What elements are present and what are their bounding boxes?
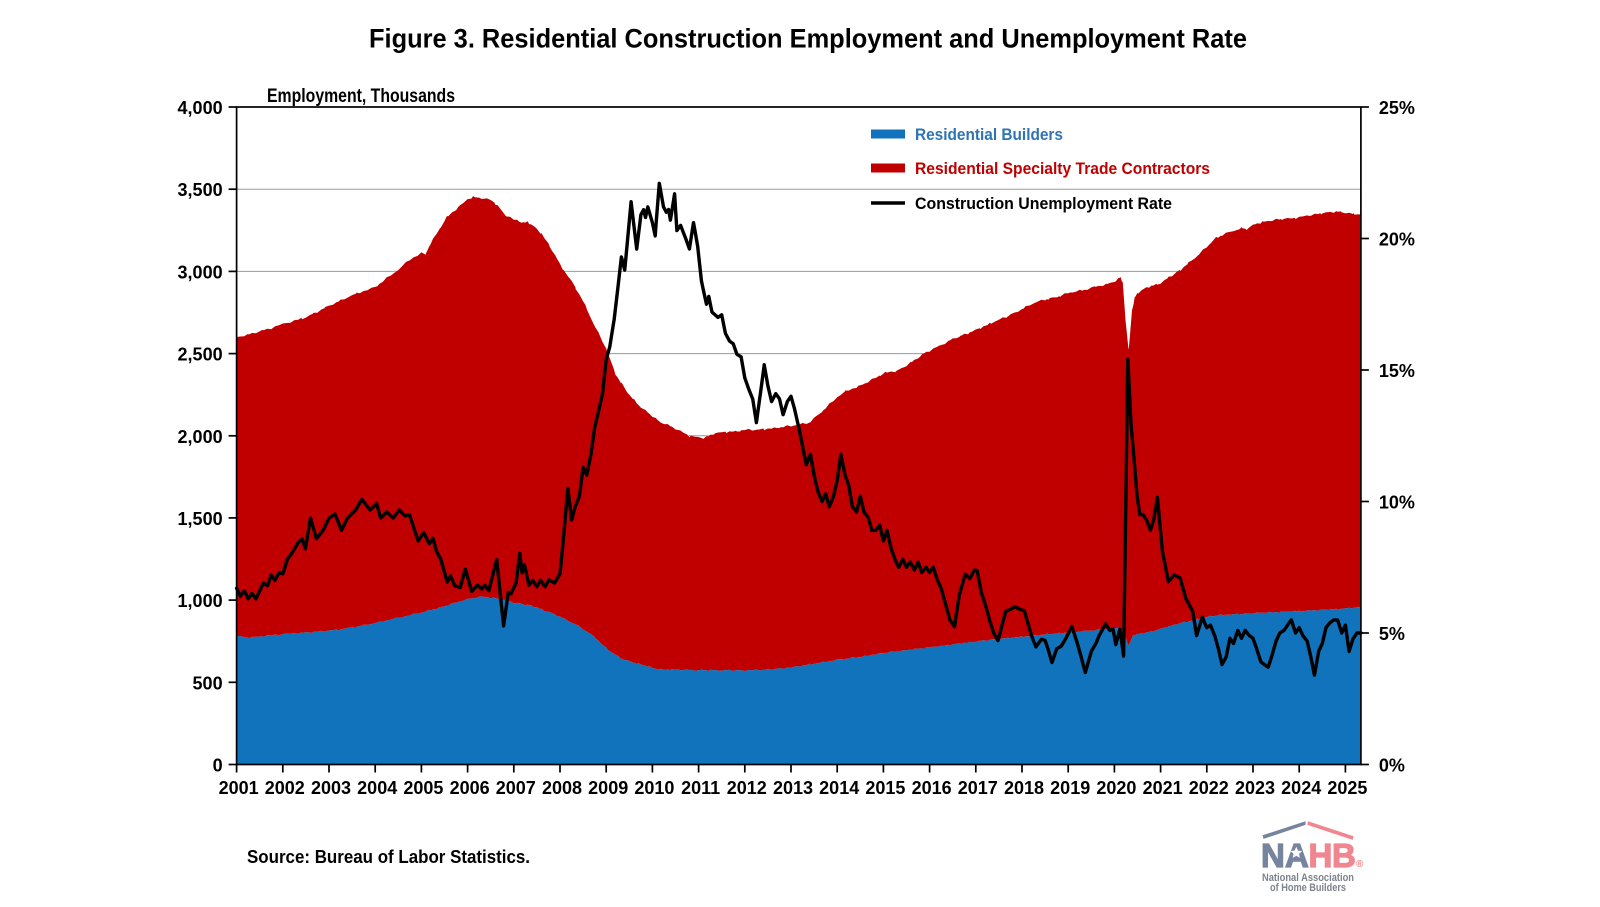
svg-text:2022: 2022 [1189,778,1229,798]
svg-text:H: H [1309,837,1333,874]
svg-text:2002: 2002 [265,778,305,798]
svg-text:15%: 15% [1379,361,1415,381]
svg-text:10%: 10% [1379,493,1415,513]
svg-text:National Association: National Association [1262,872,1354,884]
svg-text:4,000: 4,000 [178,98,223,118]
svg-text:1,000: 1,000 [178,591,223,611]
svg-text:N: N [1261,837,1285,874]
svg-text:2016: 2016 [912,778,952,798]
svg-text:3,500: 3,500 [178,180,223,200]
svg-text:2010: 2010 [634,778,674,798]
svg-text:Residential Specialty Trade Co: Residential Specialty Trade Contractors [915,160,1210,178]
svg-text:500: 500 [193,673,223,693]
svg-text:2015: 2015 [865,778,905,798]
svg-text:2012: 2012 [727,778,767,798]
svg-text:2003: 2003 [311,778,351,798]
svg-text:2001: 2001 [219,778,259,798]
svg-text:2009: 2009 [588,778,628,798]
svg-text:2018: 2018 [1004,778,1044,798]
svg-text:1,500: 1,500 [178,509,223,529]
svg-text:2011: 2011 [681,778,720,798]
svg-text:2019: 2019 [1050,778,1090,798]
svg-text:Figure 3. Residential Construc: Figure 3. Residential Construction Emplo… [369,24,1247,54]
svg-text:2007: 2007 [496,778,536,798]
svg-text:Source: Bureau of Labor Statis: Source: Bureau of Labor Statistics. [247,847,530,867]
svg-text:5%: 5% [1379,624,1405,644]
svg-text:2,500: 2,500 [178,345,223,365]
svg-text:2020: 2020 [1096,778,1136,798]
svg-text:0%: 0% [1379,756,1405,776]
svg-text:®: ® [1356,859,1364,870]
svg-text:2014: 2014 [819,778,859,798]
svg-text:2004: 2004 [357,778,397,798]
svg-text:2006: 2006 [450,778,490,798]
svg-text:B: B [1332,837,1356,874]
svg-text:3,000: 3,000 [178,262,223,282]
svg-text:2013: 2013 [773,778,813,798]
svg-text:0: 0 [213,756,223,776]
svg-text:A: A [1285,837,1309,874]
svg-text:2,000: 2,000 [178,427,223,447]
svg-text:2023: 2023 [1235,778,1275,798]
svg-text:20%: 20% [1379,230,1415,250]
svg-text:2005: 2005 [403,778,443,798]
svg-text:Residential Builders: Residential Builders [915,126,1063,144]
svg-text:2008: 2008 [542,778,582,798]
svg-text:2021: 2021 [1143,778,1183,798]
svg-text:2024: 2024 [1281,778,1321,798]
svg-text:25%: 25% [1379,98,1415,118]
svg-text:Construction Unemployment Rate: Construction Unemployment Rate [915,195,1172,213]
svg-text:Employment, Thousands: Employment, Thousands [267,85,455,107]
svg-text:2025: 2025 [1327,778,1367,798]
svg-text:2017: 2017 [958,778,998,798]
svg-text:of Home Builders: of Home Builders [1270,882,1346,894]
